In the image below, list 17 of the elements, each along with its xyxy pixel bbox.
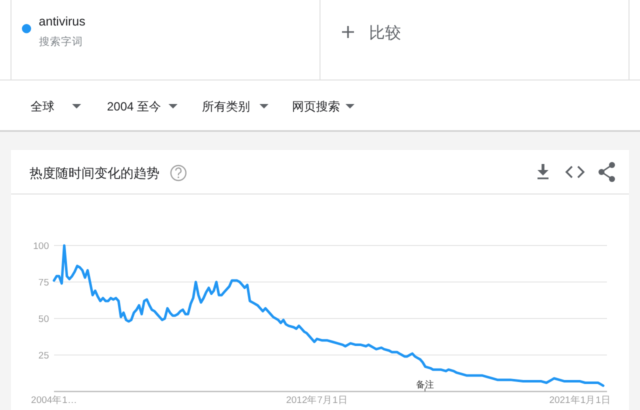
x-tick-label: 2012年7月1日 — [286, 394, 348, 406]
chart-title: 热度随时间变化的趋势 — [29, 166, 160, 181]
line-series — [52, 244, 604, 387]
y-tick-label: 75 — [38, 277, 49, 288]
x-tick-label: 2004年1… — [31, 394, 77, 406]
text: 2004 至今 — [107, 100, 162, 114]
text: 比较 — [369, 24, 401, 42]
annotation: 备注 — [416, 380, 434, 390]
text: 搜索字词 — [38, 35, 83, 48]
x-tick-label: 2021年1月1日 — [549, 394, 611, 406]
text: 网页搜索 — [292, 100, 340, 114]
text: 全球 — [30, 100, 55, 114]
text: 所有类别 — [202, 100, 250, 114]
legend-label: antivirus — [38, 14, 86, 28]
y-tick-label: 25 — [38, 350, 49, 362]
y-tick-label: 50 — [38, 314, 49, 325]
y-tick-label: 100 — [33, 240, 49, 252]
